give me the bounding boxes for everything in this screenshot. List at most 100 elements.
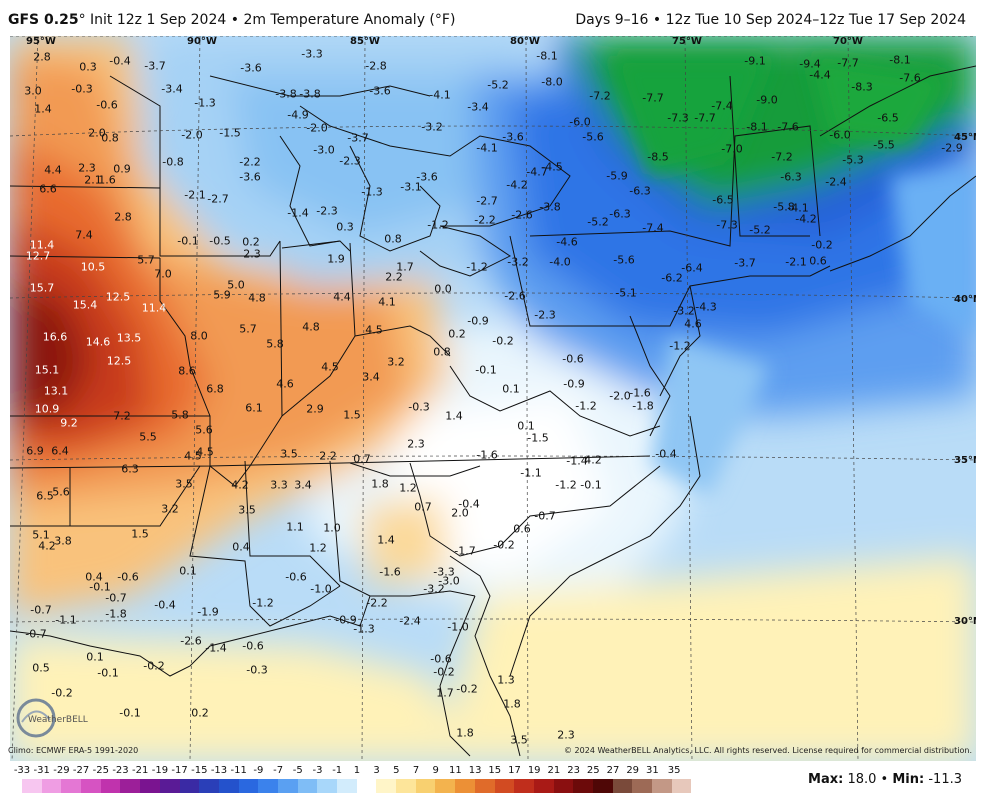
anomaly-value: 1.6 bbox=[98, 173, 116, 187]
anomaly-value: 0.0 bbox=[434, 282, 452, 296]
anomaly-value: 5.1 bbox=[32, 528, 50, 542]
anomaly-value: 4.5 bbox=[196, 445, 214, 459]
anomaly-value: 0.1 bbox=[179, 564, 197, 578]
anomaly-value: -3.4 bbox=[161, 82, 183, 96]
copyright-note: © 2024 WeatherBELL Analytics, LLC. All r… bbox=[564, 746, 972, 755]
anomaly-value: -0.6 bbox=[96, 98, 118, 112]
scale-tick-label: 15 bbox=[488, 765, 502, 776]
scale-tick-label: 19 bbox=[527, 765, 541, 776]
lat-label-30n: 30°N bbox=[954, 616, 976, 627]
anomaly-value: -0.2 bbox=[433, 665, 455, 679]
anomaly-value: 5.9 bbox=[213, 288, 231, 302]
separator: • bbox=[880, 772, 889, 787]
anomaly-value: 2.3 bbox=[407, 437, 425, 451]
anomaly-value: -2.6 bbox=[511, 208, 533, 222]
anomaly-value: 2.0 bbox=[88, 126, 106, 140]
scale-swatch bbox=[553, 779, 574, 793]
anomaly-value: 0.1 bbox=[502, 382, 520, 396]
anomaly-value: -1.3 bbox=[361, 185, 383, 199]
anomaly-value: -3.4 bbox=[467, 100, 489, 114]
scale-tick-label: 27 bbox=[606, 765, 620, 776]
anomaly-value: -1.9 bbox=[197, 605, 219, 619]
anomaly-value: -1.1 bbox=[520, 466, 542, 480]
scale-swatch bbox=[199, 779, 219, 793]
anomaly-value: -5.1 bbox=[615, 286, 637, 300]
weatherbell-logo: WeatherBELL bbox=[16, 698, 88, 738]
anomaly-value: -2.3 bbox=[316, 204, 338, 218]
anomaly-value: 3.5 bbox=[280, 447, 298, 461]
anomaly-value: 12.7 bbox=[25, 249, 51, 263]
scale-tick-label: 7 bbox=[412, 765, 420, 776]
scale-tick-label: -1 bbox=[332, 765, 343, 776]
title-left: GFS 0.25° Init 12z 1 Sep 2024 • 2m Tempe… bbox=[8, 12, 455, 28]
anomaly-value: 6.8 bbox=[206, 382, 224, 396]
anomaly-value: 4.2 bbox=[38, 539, 56, 553]
color-scale-bar bbox=[22, 779, 692, 793]
anomaly-value: -1.5 bbox=[219, 126, 241, 140]
anomaly-value: 0.6 bbox=[809, 254, 827, 268]
anomaly-value: -8.1 bbox=[536, 49, 558, 63]
scale-swatch bbox=[396, 779, 416, 793]
anomaly-value: 6.3 bbox=[121, 462, 139, 476]
anomaly-value: 1.7 bbox=[436, 686, 454, 700]
anomaly-value: 6.4 bbox=[51, 444, 69, 458]
anomaly-value: 15.7 bbox=[29, 281, 55, 295]
anomaly-value: -3.6 bbox=[369, 84, 391, 98]
anomaly-value: -2.1 bbox=[785, 255, 807, 269]
scale-tick-label: -21 bbox=[132, 765, 149, 776]
anomaly-value: -1.7 bbox=[454, 544, 476, 558]
header: GFS 0.25° Init 12z 1 Sep 2024 • 2m Tempe… bbox=[0, 0, 984, 36]
scale-swatch bbox=[671, 779, 692, 793]
anomaly-value: 1.8 bbox=[371, 477, 389, 491]
anomaly-value: 0.1 bbox=[86, 650, 104, 664]
anomaly-value: -4.2 bbox=[506, 178, 528, 192]
anomaly-value: -0.2 bbox=[811, 238, 833, 252]
scale-swatch bbox=[337, 779, 357, 793]
anomaly-value: -0.2 bbox=[51, 686, 73, 700]
anomaly-value: -1.0 bbox=[447, 620, 469, 634]
anomaly-value: -4.0 bbox=[549, 255, 571, 269]
anomaly-value: 9.2 bbox=[60, 416, 78, 430]
anomaly-value: 4.6 bbox=[276, 377, 294, 391]
lat-label-45n: 45°N bbox=[954, 132, 976, 143]
scale-swatch bbox=[435, 779, 456, 793]
anomaly-value: 0.6 bbox=[513, 522, 531, 536]
anomaly-value: -0.1 bbox=[580, 478, 602, 492]
scale-swatch bbox=[41, 779, 62, 793]
scale-tick-label: 13 bbox=[468, 765, 482, 776]
anomaly-value: -3.0 bbox=[313, 143, 335, 157]
lon-label-80w: 80°W bbox=[510, 36, 540, 47]
scale-swatch bbox=[22, 779, 42, 793]
anomaly-value: -7.7 bbox=[837, 56, 859, 70]
lon-label-75w: 75°W bbox=[672, 36, 702, 47]
anomaly-value: 1.3 bbox=[497, 673, 515, 687]
anomaly-value: -6.0 bbox=[569, 115, 591, 129]
logo-text: WeatherBELL bbox=[28, 715, 88, 725]
anomaly-value: 0.4 bbox=[232, 540, 250, 554]
anomaly-value: 11.4 bbox=[29, 238, 55, 252]
scale-swatch bbox=[474, 779, 495, 793]
anomaly-value: 4.5 bbox=[365, 323, 383, 337]
anomaly-value: 0.5 bbox=[32, 661, 50, 675]
scale-swatch bbox=[297, 779, 318, 793]
anomaly-value: -3.3 bbox=[433, 565, 455, 579]
anomaly-value: -1.6 bbox=[379, 565, 401, 579]
anomaly-value: 0.7 bbox=[414, 500, 432, 514]
anomaly-value: -7.2 bbox=[771, 150, 793, 164]
map-canvas bbox=[10, 36, 976, 761]
anomaly-value: 0.3 bbox=[79, 60, 97, 74]
scale-tick-label: 5 bbox=[393, 765, 400, 776]
anomaly-value: -5.2 bbox=[749, 223, 771, 237]
scale-tick-label: -9 bbox=[253, 765, 264, 776]
anomaly-value: 4.1 bbox=[378, 295, 396, 309]
anomaly-value: -2.8 bbox=[365, 59, 387, 73]
scale-swatch bbox=[415, 779, 436, 793]
anomaly-value: -4.6 bbox=[556, 235, 578, 249]
anomaly-value: -1.2 bbox=[555, 478, 577, 492]
scale-tick-label: -31 bbox=[33, 765, 50, 776]
model-name: GFS 0.25 bbox=[8, 12, 79, 28]
scale-swatch bbox=[573, 779, 593, 793]
scale-tick-label: 17 bbox=[508, 765, 521, 776]
anomaly-value: -2.1 bbox=[184, 188, 206, 202]
anomaly-value: 2.9 bbox=[306, 402, 324, 416]
